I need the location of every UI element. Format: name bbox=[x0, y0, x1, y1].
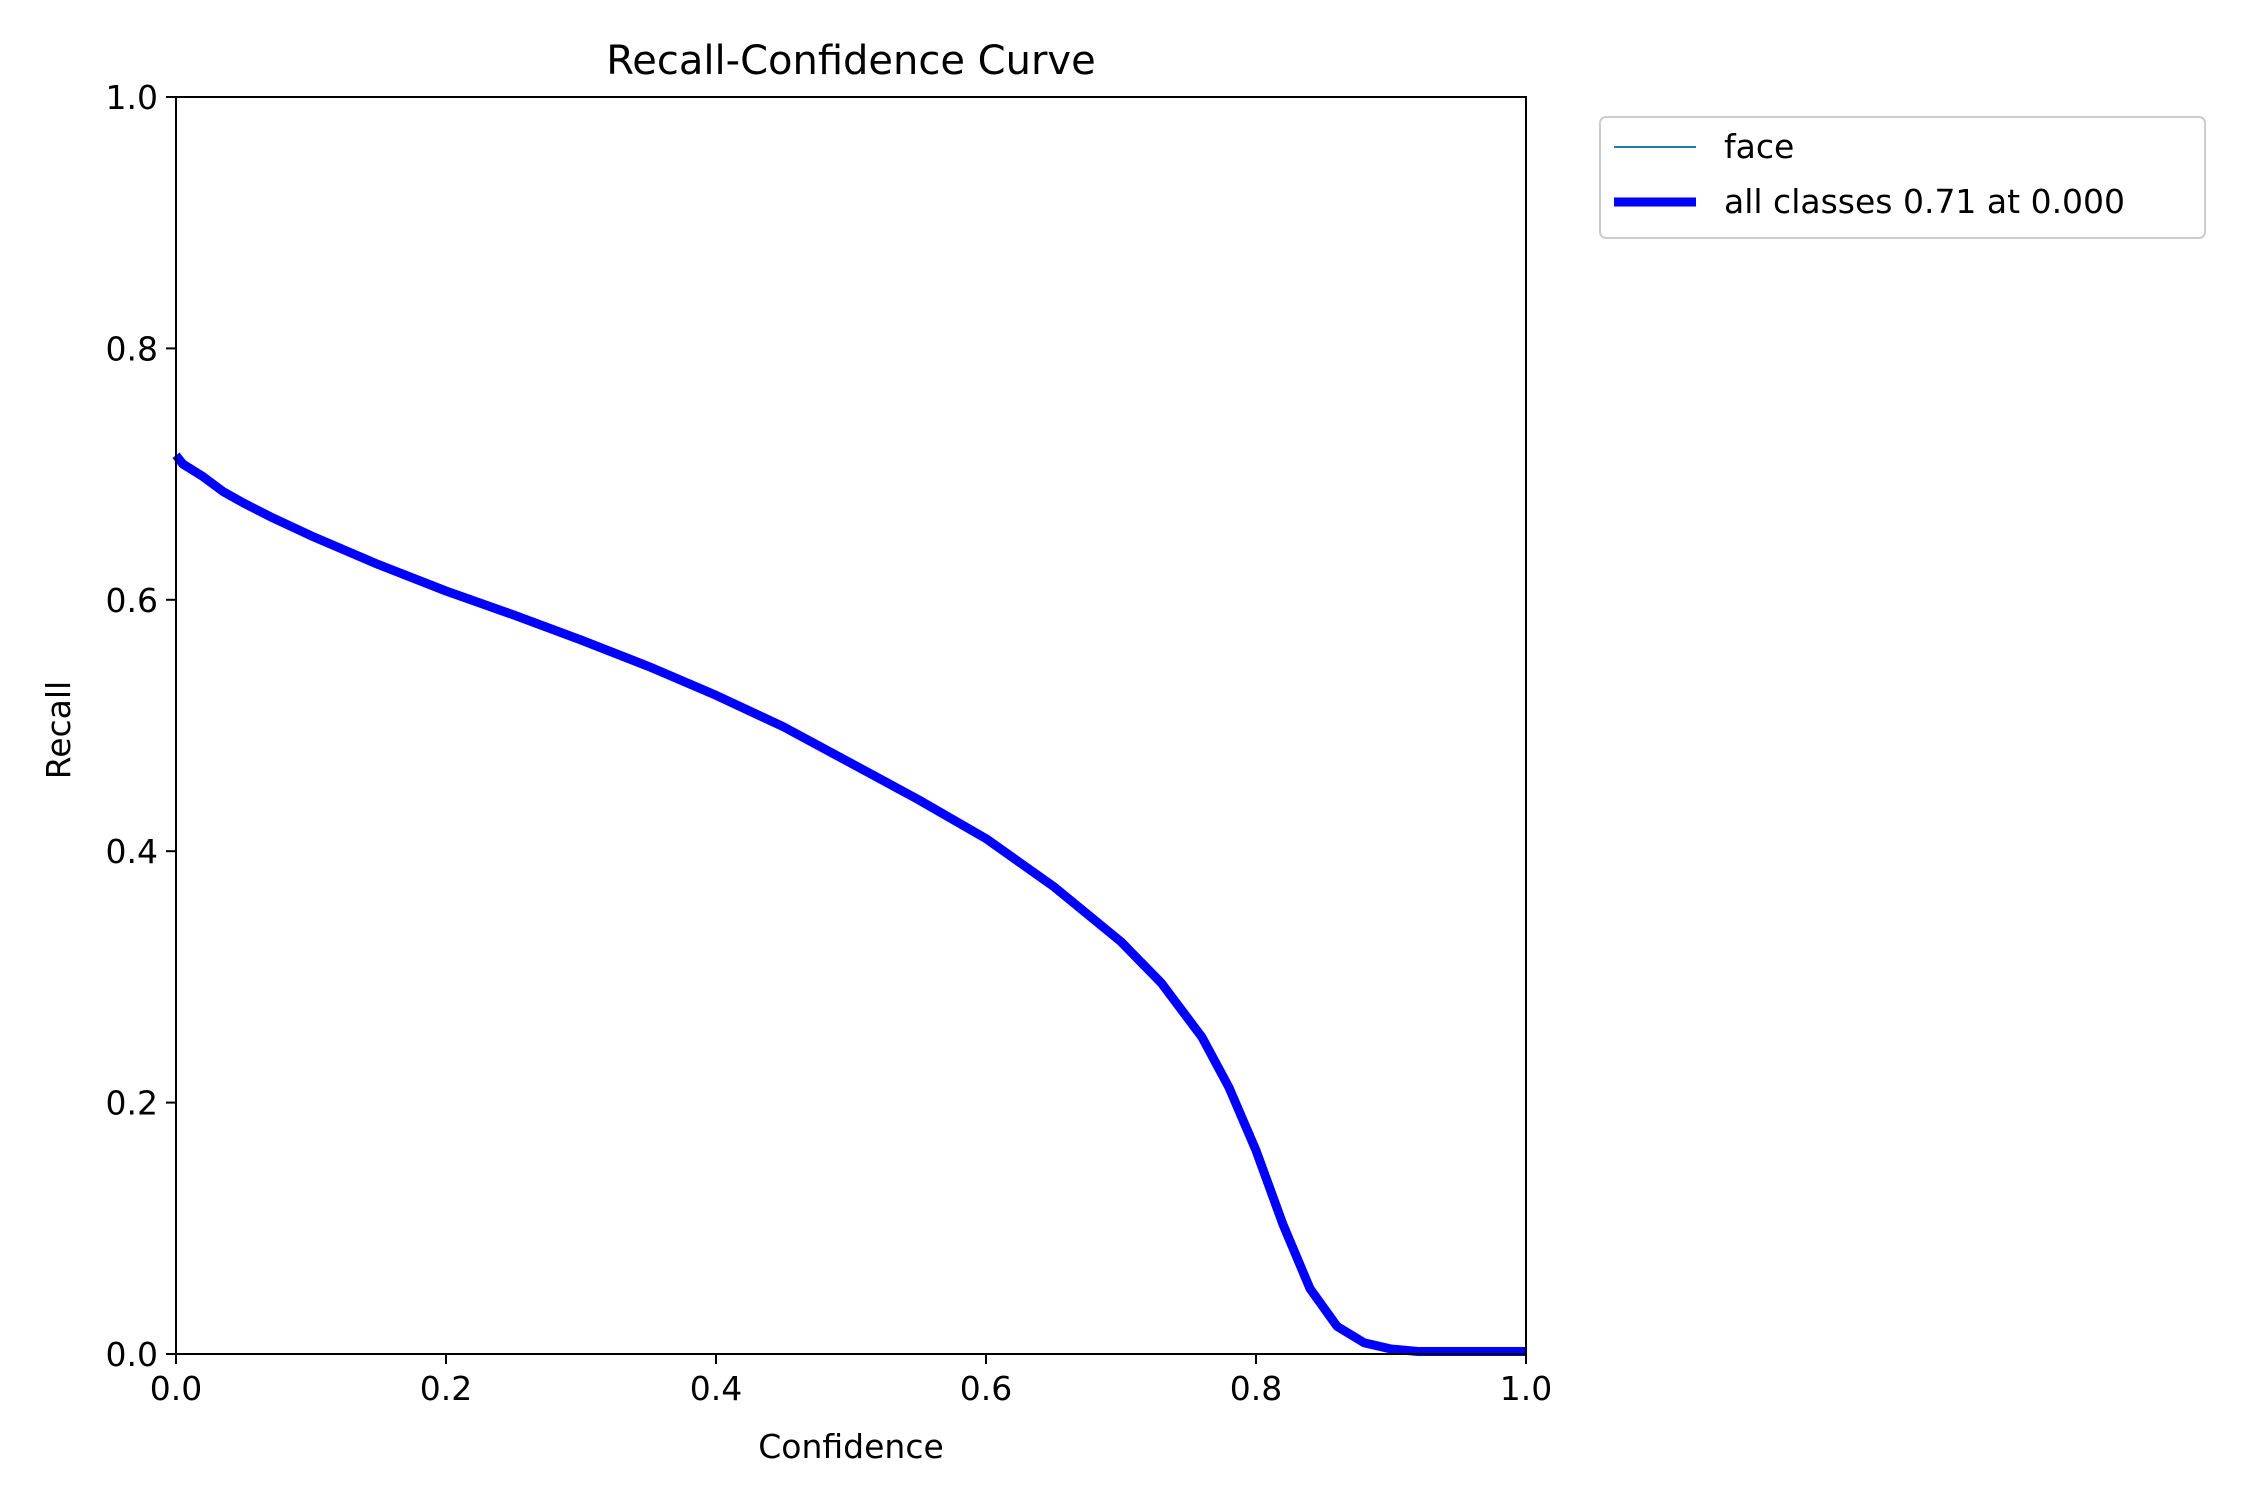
x-axis-title: Confidence bbox=[758, 1427, 944, 1466]
y-tick-label: 0.4 bbox=[106, 832, 158, 871]
y-tick-label: 0.8 bbox=[106, 329, 158, 368]
x-tick-label: 0.0 bbox=[150, 1369, 202, 1408]
y-tick-label: 1.0 bbox=[106, 78, 158, 117]
x-axis-ticks: 0.0 0.2 0.4 0.6 0.8 1.0 bbox=[150, 1354, 1552, 1408]
x-tick-label: 0.2 bbox=[420, 1369, 472, 1408]
plot-frame bbox=[175, 96, 1527, 1355]
legend-label-all-classes: all classes 0.71 at 0.000 bbox=[1724, 182, 2125, 221]
x-tick-label: 0.4 bbox=[690, 1369, 742, 1408]
y-tick-label: 0.2 bbox=[106, 1084, 158, 1123]
y-axis-title: Recall bbox=[39, 681, 78, 779]
y-axis-ticks: 0.0 0.2 0.4 0.6 0.8 1.0 bbox=[106, 78, 176, 1374]
y-tick-label: 0.6 bbox=[106, 581, 158, 620]
legend-label-face: face bbox=[1724, 127, 1794, 166]
series-line-all-classes bbox=[172, 452, 1526, 1356]
chart-title: Recall-Confidence Curve bbox=[606, 38, 1095, 84]
y-tick-label: 0.0 bbox=[106, 1335, 158, 1374]
series-layer bbox=[172, 452, 1526, 1356]
legend-box bbox=[1599, 116, 2206, 239]
x-tick-label: 0.8 bbox=[1230, 1369, 1282, 1408]
legend: face all classes 0.71 at 0.000 bbox=[1599, 116, 2206, 239]
x-tick-label: 0.6 bbox=[960, 1369, 1012, 1408]
x-tick-label: 1.0 bbox=[1500, 1369, 1552, 1408]
